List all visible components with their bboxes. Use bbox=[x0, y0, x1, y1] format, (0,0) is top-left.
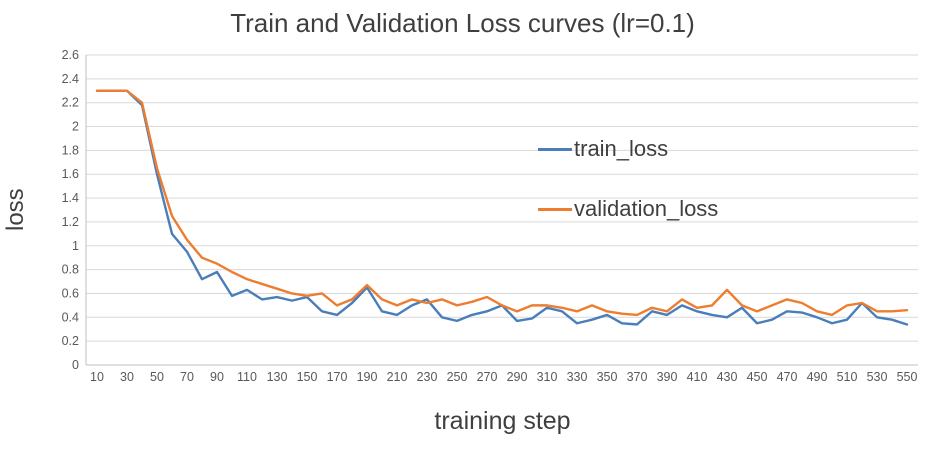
svg-text:250: 250 bbox=[447, 370, 468, 384]
svg-text:210: 210 bbox=[387, 370, 408, 384]
svg-text:50: 50 bbox=[150, 370, 164, 384]
svg-text:0.6: 0.6 bbox=[62, 286, 79, 300]
svg-text:0.8: 0.8 bbox=[62, 263, 79, 277]
svg-text:450: 450 bbox=[747, 370, 768, 384]
svg-text:0: 0 bbox=[72, 358, 79, 372]
svg-text:290: 290 bbox=[507, 370, 528, 384]
svg-text:150: 150 bbox=[297, 370, 318, 384]
svg-text:410: 410 bbox=[687, 370, 708, 384]
svg-text:1.4: 1.4 bbox=[62, 191, 79, 205]
svg-text:90: 90 bbox=[210, 370, 224, 384]
svg-text:1.2: 1.2 bbox=[62, 215, 79, 229]
svg-text:0.2: 0.2 bbox=[62, 334, 79, 348]
svg-text:430: 430 bbox=[717, 370, 738, 384]
svg-text:350: 350 bbox=[597, 370, 618, 384]
svg-text:0.4: 0.4 bbox=[62, 310, 79, 324]
validation-loss-line-swatch bbox=[538, 207, 572, 211]
svg-text:270: 270 bbox=[477, 370, 498, 384]
train-loss-line-swatch bbox=[538, 147, 572, 151]
svg-text:490: 490 bbox=[807, 370, 828, 384]
legend-label-validation-loss: validation_loss bbox=[574, 196, 719, 221]
x-axis-title: training step bbox=[434, 407, 571, 435]
svg-text:1: 1 bbox=[72, 239, 79, 253]
svg-text:470: 470 bbox=[777, 370, 798, 384]
svg-text:70: 70 bbox=[180, 370, 194, 384]
svg-text:130: 130 bbox=[267, 370, 288, 384]
svg-text:550: 550 bbox=[897, 370, 918, 384]
svg-text:110: 110 bbox=[237, 370, 257, 384]
svg-text:2: 2 bbox=[72, 120, 79, 134]
svg-text:190: 190 bbox=[357, 370, 378, 384]
svg-text:370: 370 bbox=[627, 370, 648, 384]
svg-text:530: 530 bbox=[867, 370, 888, 384]
legend-label-train-loss: train_loss bbox=[574, 136, 669, 161]
svg-text:10: 10 bbox=[90, 370, 104, 384]
chart-title: Train and Validation Loss curves (lr=0.1… bbox=[230, 8, 695, 38]
svg-text:2.6: 2.6 bbox=[62, 48, 79, 62]
svg-text:1.6: 1.6 bbox=[62, 167, 79, 181]
legend: train_loss validation_loss bbox=[538, 136, 718, 222]
svg-text:230: 230 bbox=[417, 370, 438, 384]
svg-text:30: 30 bbox=[120, 370, 134, 384]
svg-text:2.4: 2.4 bbox=[62, 72, 79, 86]
svg-text:390: 390 bbox=[657, 370, 678, 384]
svg-text:170: 170 bbox=[327, 370, 348, 384]
svg-text:310: 310 bbox=[537, 370, 558, 384]
svg-text:330: 330 bbox=[567, 370, 588, 384]
svg-text:510: 510 bbox=[837, 370, 858, 384]
svg-text:1.8: 1.8 bbox=[62, 143, 79, 157]
legend-item-validation-loss[interactable]: validation_loss bbox=[538, 196, 718, 222]
svg-text:2.2: 2.2 bbox=[62, 96, 79, 110]
legend-item-train-loss[interactable]: train_loss bbox=[538, 136, 718, 162]
